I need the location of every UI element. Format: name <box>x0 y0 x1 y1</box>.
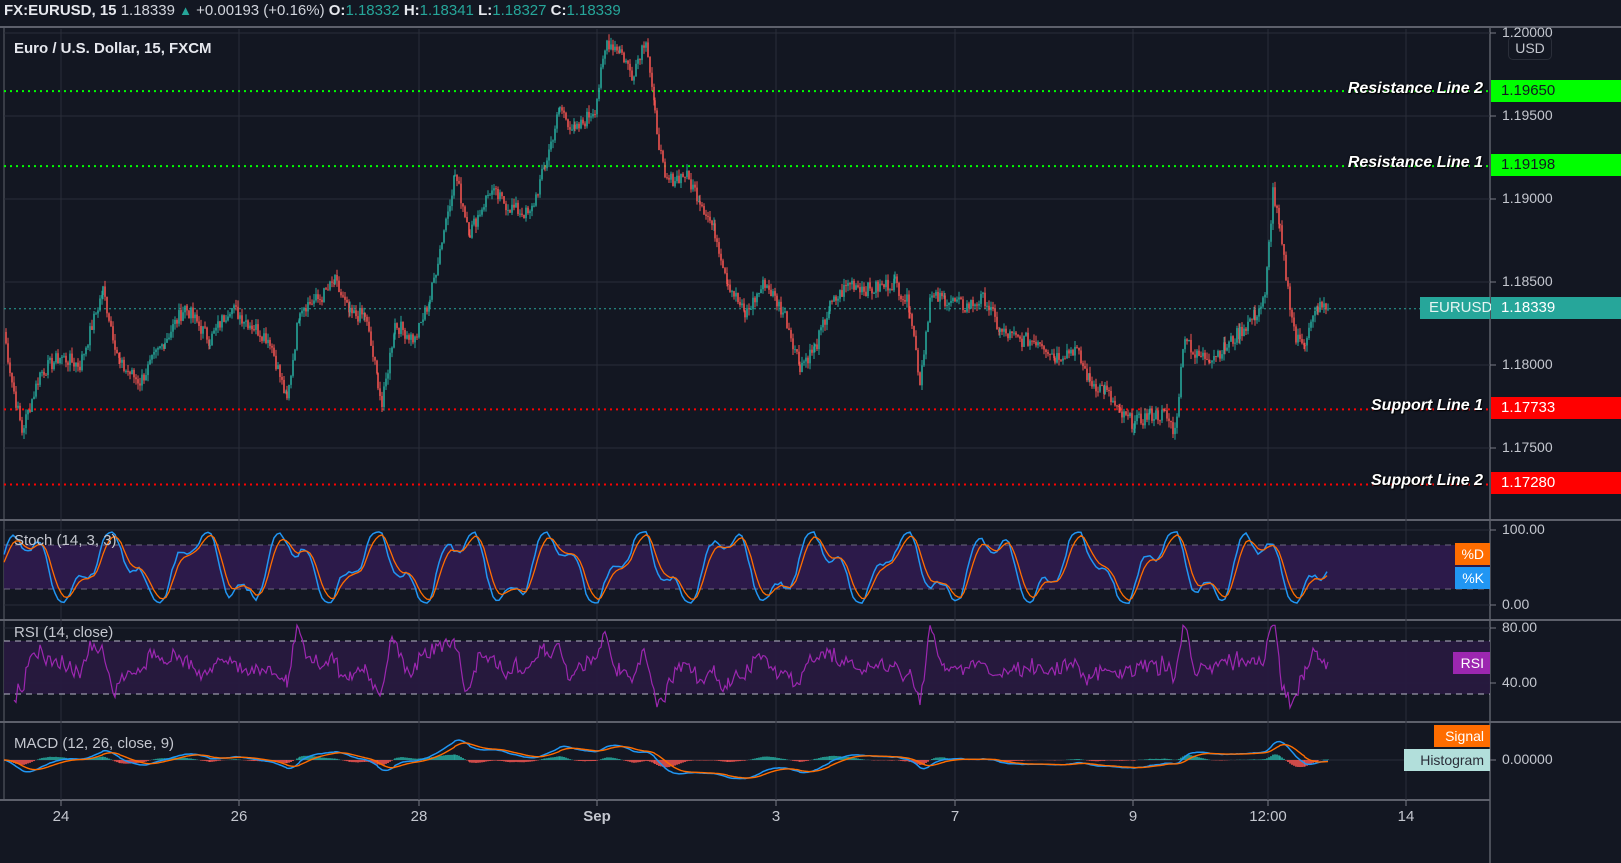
price-axis-label: 1.18500 <box>1502 273 1553 289</box>
resistance-line-1-label: Resistance Line 1 <box>1347 154 1483 171</box>
last-price: 1.18339 <box>120 2 175 19</box>
time-axis-label: 3 <box>771 808 781 825</box>
rsi-title: RSI (14, close) <box>14 624 114 641</box>
support-line-2-label: Support Line 2 <box>1371 472 1483 489</box>
open-label: O: <box>328 2 346 19</box>
last-price-tag: 1.18339 <box>1491 297 1621 319</box>
macd-axis-label: 0.00000 <box>1502 751 1553 767</box>
time-axis-label: 7 <box>950 808 960 825</box>
stoch-axis-label: 100.00 <box>1502 521 1545 537</box>
resistance-line-1-price: 1.19198 <box>1491 154 1621 176</box>
symbol-label[interactable]: FX:EURUSD, 15 <box>4 2 117 19</box>
high-label: H: <box>403 2 420 19</box>
rsi-axis-label: 80.00 <box>1502 619 1538 635</box>
support-line-2-price: 1.17280 <box>1491 472 1621 494</box>
stoch-axis-label: 0.00 <box>1502 596 1530 612</box>
price-axis-label: 1.18000 <box>1502 356 1553 372</box>
time-axis-label: 12:00 <box>1249 808 1287 825</box>
low-label: L: <box>478 2 493 19</box>
time-axis-label: 26 <box>230 808 248 825</box>
close-label: C: <box>550 2 567 19</box>
stoch-k-tag: %K <box>1455 567 1490 589</box>
price-axis-label: 1.17500 <box>1502 439 1553 455</box>
time-axis-label: 28 <box>410 808 428 825</box>
macd-histogram-tag: Histogram <box>1404 749 1490 771</box>
resistance-line-2-label: Resistance Line 2 <box>1347 80 1483 97</box>
symbol-tag: EURUSD <box>1420 297 1492 319</box>
open-value: 1.18332 <box>345 2 400 19</box>
macd-signal-tag: Signal <box>1434 725 1490 747</box>
stoch-d-tag: %D <box>1455 543 1490 565</box>
close-value: 1.18339 <box>566 2 621 19</box>
time-axis-label: 24 <box>52 808 70 825</box>
rsi-tag: RSI <box>1453 652 1490 674</box>
time-axis-label: 9 <box>1128 808 1138 825</box>
triangle-up-icon: ▲ <box>179 3 192 18</box>
low-value: 1.18327 <box>492 2 547 19</box>
time-axis-label: Sep <box>583 808 611 825</box>
symbol-header: FX:EURUSD, 15 1.18339 ▲ +0.00193 (+0.16%… <box>0 0 1621 24</box>
price-change: +0.00193 (+0.16%) <box>196 2 325 19</box>
stoch-title: Stoch (14, 3, 3) <box>14 532 117 549</box>
resistance-line-2-price: 1.19650 <box>1491 80 1621 102</box>
price-axis-label: 1.20000 <box>1502 24 1553 40</box>
price-axis-label: 1.19500 <box>1502 107 1553 123</box>
price-axis-label: 1.19000 <box>1502 190 1553 206</box>
high-value: 1.18341 <box>419 2 474 19</box>
currency-button[interactable]: USD <box>1508 36 1552 60</box>
support-line-1-price: 1.17733 <box>1491 397 1621 419</box>
main-pane-title: Euro / U.S. Dollar, 15, FXCM <box>14 40 212 57</box>
macd-title: MACD (12, 26, close, 9) <box>14 735 175 752</box>
time-axis-label: 14 <box>1397 808 1415 825</box>
support-line-1-label: Support Line 1 <box>1371 397 1483 414</box>
rsi-axis-label: 40.00 <box>1502 674 1538 690</box>
